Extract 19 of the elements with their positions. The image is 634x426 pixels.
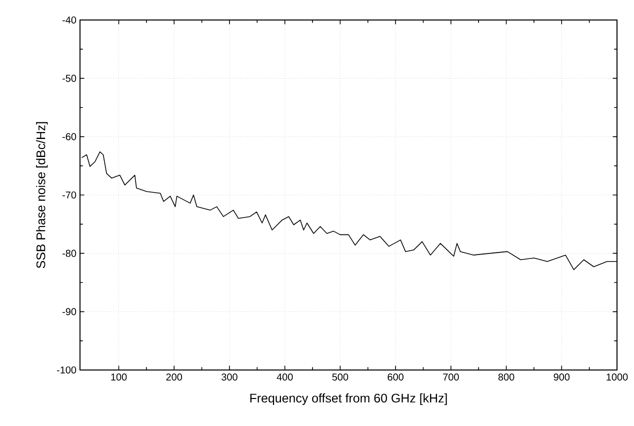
x-tick-label: 800 (498, 374, 514, 381)
x-tick-label: 700 (443, 374, 459, 381)
x-tick-label: 1000 (606, 374, 628, 381)
x-tick-label: 900 (554, 374, 570, 381)
x-tick-label: 500 (332, 374, 348, 381)
y-tick-label: -80 (62, 250, 76, 257)
y-tick-label: -60 (62, 133, 76, 140)
y-tick-label: -100 (56, 366, 76, 374)
x-axis-title: Frequency offset from 60 GHz [kHz] (250, 393, 447, 405)
y-tick-label: -50 (62, 74, 76, 82)
x-tick-label: 300 (222, 374, 238, 381)
y-axis-title: SSB Phase noise [dBc/Hz] (36, 122, 48, 268)
x-tick-label: 100 (111, 374, 127, 381)
x-tick-label: 600 (388, 374, 404, 381)
x-tick-label: 400 (276, 374, 293, 381)
y-tick-label: -40 (62, 16, 76, 24)
y-tick-label: -70 (62, 191, 76, 199)
y-tick-label: -90 (62, 308, 76, 316)
x-tick-label: 200 (166, 374, 182, 381)
